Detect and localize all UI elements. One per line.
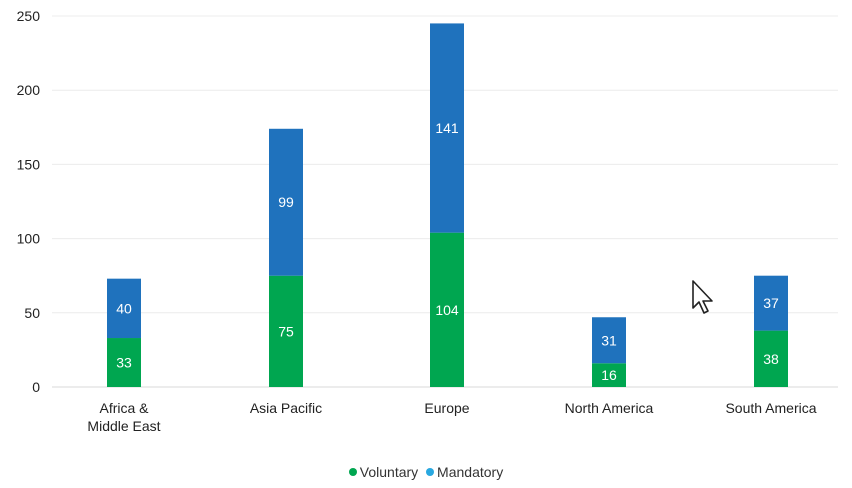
bar-mandatory [107, 278, 141, 339]
data-label: 31 [601, 332, 617, 348]
legend-label-mandatory: Mandatory [437, 464, 504, 480]
y-tick-label: 100 [17, 231, 41, 247]
y-tick-label: 150 [17, 156, 41, 172]
y-tick-label: 250 [17, 8, 41, 24]
bar-voluntary [269, 275, 303, 387]
bar-voluntary [430, 232, 464, 387]
data-label: 37 [763, 295, 779, 311]
x-axis-ticks: Africa & Middle East Asia Pacific Europe Nor… [87, 400, 816, 434]
x-tick-label: North America [565, 400, 654, 416]
bar-voluntary [592, 363, 626, 387]
data-label: 16 [601, 367, 617, 383]
bar-voluntary [754, 330, 788, 387]
bar-mandatory [592, 317, 626, 364]
x-tick-label: South America [725, 400, 816, 416]
data-label: 99 [278, 194, 294, 210]
data-label: 104 [435, 302, 459, 318]
legend: Voluntary Mandatory [0, 463, 852, 480]
bar-mandatory [430, 23, 464, 233]
legend-dot-icon [426, 468, 435, 476]
data-label: 40 [116, 300, 132, 316]
data-label: 33 [116, 355, 132, 371]
data-label: 75 [278, 323, 294, 339]
x-tick-label: Asia Pacific [250, 400, 322, 416]
bar-mandatory [269, 128, 303, 276]
x-tick-label: Africa & Middle East [87, 400, 160, 434]
y-tick-label: 200 [17, 82, 41, 98]
y-tick-label: 50 [24, 305, 40, 321]
bars [107, 23, 788, 387]
bar-voluntary [107, 338, 141, 387]
legend-item-mandatory[interactable]: Mandatory [426, 464, 503, 480]
legend-dot-icon [348, 468, 357, 476]
data-label: 141 [435, 120, 459, 136]
data-labels: 33 40 75 99 104 141 16 31 38 37 [116, 120, 779, 383]
data-label: 38 [763, 351, 779, 367]
mouse-pointer-icon [692, 280, 713, 314]
legend-label-voluntary: Voluntary [359, 464, 419, 480]
bar-mandatory [754, 275, 788, 331]
y-axis-ticks: 0 50 100 150 200 250 [17, 8, 41, 395]
legend-item-voluntary[interactable]: Voluntary [348, 464, 419, 480]
y-tick-label: 0 [32, 379, 40, 395]
x-tick-label: Europe [424, 400, 469, 416]
